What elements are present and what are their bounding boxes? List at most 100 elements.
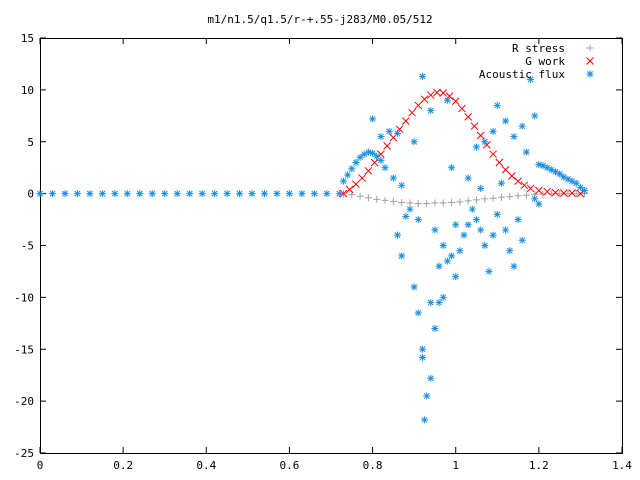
g-work-point bbox=[345, 185, 354, 194]
acoustic-flux-point bbox=[452, 221, 460, 229]
acoustic-flux-point bbox=[248, 190, 256, 198]
series-layer bbox=[36, 72, 589, 424]
acoustic-flux-point bbox=[531, 195, 539, 203]
y-tick-label: 0 bbox=[27, 188, 34, 201]
acoustic-flux-point bbox=[485, 267, 493, 275]
acoustic-flux-point bbox=[377, 156, 385, 164]
r-stress-point bbox=[373, 195, 381, 203]
r-stress-point bbox=[456, 198, 464, 206]
axes: 0 0.2 0.4 0.6 0.8 1 1.2 1.4 15 10 5 0 -5 -10 -15 -20 -25 bbox=[14, 32, 632, 472]
y-tick-label: -15 bbox=[14, 343, 34, 356]
acoustic-flux-point bbox=[136, 190, 144, 198]
acoustic-flux-point bbox=[398, 252, 406, 260]
r-stress-point bbox=[381, 196, 389, 204]
acoustic-flux-point bbox=[527, 76, 535, 83]
g-work-point bbox=[433, 88, 441, 97]
acoustic-flux-point bbox=[427, 374, 435, 382]
acoustic-flux-point bbox=[464, 174, 472, 182]
g-work-point bbox=[576, 189, 585, 198]
acoustic-flux-point bbox=[456, 247, 464, 255]
x-tick-label: 1 bbox=[452, 459, 459, 472]
acoustic-flux-point bbox=[518, 236, 526, 244]
acoustic-flux-point bbox=[464, 221, 472, 229]
legend-label: R stress bbox=[512, 42, 565, 55]
g-work-point bbox=[358, 174, 367, 182]
r-stress-point bbox=[539, 190, 547, 198]
r-stress-point bbox=[364, 194, 372, 202]
y-tick-label: 5 bbox=[27, 136, 34, 149]
acoustic-flux-point bbox=[489, 231, 497, 239]
r-stress-point bbox=[497, 193, 505, 201]
acoustic-flux-point bbox=[344, 171, 352, 179]
r-stress-point bbox=[556, 190, 564, 198]
acoustic-flux-point bbox=[439, 293, 447, 301]
acoustic-flux-point bbox=[161, 190, 169, 198]
acoustic-flux-point bbox=[394, 231, 402, 239]
acoustic-flux-point bbox=[339, 177, 347, 185]
g-work-point bbox=[489, 150, 497, 159]
acoustic-flux-point bbox=[73, 190, 81, 198]
acoustic-flux-point bbox=[427, 299, 435, 307]
g-work-point bbox=[470, 122, 479, 131]
acoustic-flux-point bbox=[310, 190, 318, 198]
legend-marker bbox=[586, 44, 594, 52]
series-2 bbox=[36, 72, 589, 424]
g-work-point bbox=[526, 184, 535, 193]
acoustic-flux-point bbox=[452, 273, 460, 281]
series-0 bbox=[339, 190, 589, 207]
acoustic-flux-point bbox=[418, 72, 426, 80]
acoustic-flux-point bbox=[473, 216, 480, 224]
acoustic-flux-point bbox=[414, 216, 422, 224]
acoustic-flux-point bbox=[481, 138, 489, 146]
acoustic-flux-point bbox=[260, 190, 268, 198]
acoustic-flux-point bbox=[323, 190, 331, 198]
g-work-point bbox=[352, 180, 360, 189]
acoustic-flux-point bbox=[394, 129, 402, 137]
g-work-point bbox=[551, 188, 560, 197]
acoustic-flux-point bbox=[481, 242, 489, 249]
r-stress-point bbox=[398, 198, 406, 206]
acoustic-flux-point bbox=[460, 231, 468, 239]
acoustic-flux-point bbox=[198, 190, 206, 198]
g-work-point bbox=[495, 158, 504, 167]
acoustic-flux-point bbox=[435, 262, 443, 270]
acoustic-flux-point bbox=[556, 170, 564, 178]
acoustic-flux-point bbox=[335, 190, 343, 198]
acoustic-flux-point bbox=[535, 200, 543, 208]
acoustic-flux-point bbox=[389, 174, 397, 182]
r-stress-point bbox=[572, 190, 580, 198]
acoustic-flux-point bbox=[352, 159, 360, 166]
y-tick-label: -20 bbox=[14, 395, 34, 408]
acoustic-flux-point bbox=[510, 133, 518, 141]
r-stress-point bbox=[431, 199, 439, 207]
x-tick-label: 0.6 bbox=[279, 459, 299, 472]
acoustic-flux-point bbox=[439, 242, 447, 249]
acoustic-flux-point bbox=[531, 112, 539, 120]
r-stress-point bbox=[481, 195, 489, 203]
acoustic-flux-point bbox=[502, 226, 510, 234]
x-tick-label: 0.2 bbox=[113, 459, 133, 472]
x-tick-label: 0.4 bbox=[196, 459, 216, 472]
acoustic-flux-point bbox=[497, 179, 505, 187]
g-work-point bbox=[514, 177, 522, 186]
g-work-point bbox=[535, 186, 543, 195]
acoustic-flux-point bbox=[431, 325, 439, 332]
acoustic-flux-point bbox=[223, 190, 231, 198]
acoustic-flux-point bbox=[298, 190, 306, 198]
acoustic-flux-point bbox=[431, 226, 439, 234]
acoustic-flux-point bbox=[285, 190, 293, 198]
chart-title: m1/n1.5/q1.5/r-+.55-j283/M0.05/512 bbox=[207, 13, 432, 26]
g-work-point bbox=[401, 117, 410, 125]
r-stress-point bbox=[414, 199, 422, 207]
acoustic-flux-point bbox=[477, 184, 485, 192]
g-work-point bbox=[364, 166, 373, 175]
acoustic-flux-point bbox=[423, 392, 431, 400]
acoustic-flux-point bbox=[173, 190, 181, 198]
g-work-point bbox=[559, 189, 568, 197]
r-stress-point bbox=[406, 199, 414, 207]
r-stress-point bbox=[439, 199, 447, 207]
acoustic-flux-point bbox=[506, 247, 514, 255]
acoustic-flux-point bbox=[410, 283, 418, 291]
acoustic-flux-point bbox=[418, 354, 426, 362]
